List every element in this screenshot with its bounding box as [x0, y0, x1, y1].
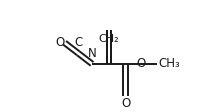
Text: CH₃: CH₃ — [158, 57, 180, 70]
Text: O: O — [136, 57, 145, 70]
Text: C: C — [74, 36, 82, 49]
Text: O: O — [121, 97, 130, 110]
Text: N: N — [88, 47, 96, 60]
Text: O: O — [55, 36, 64, 49]
Text: CH₂: CH₂ — [99, 34, 119, 44]
